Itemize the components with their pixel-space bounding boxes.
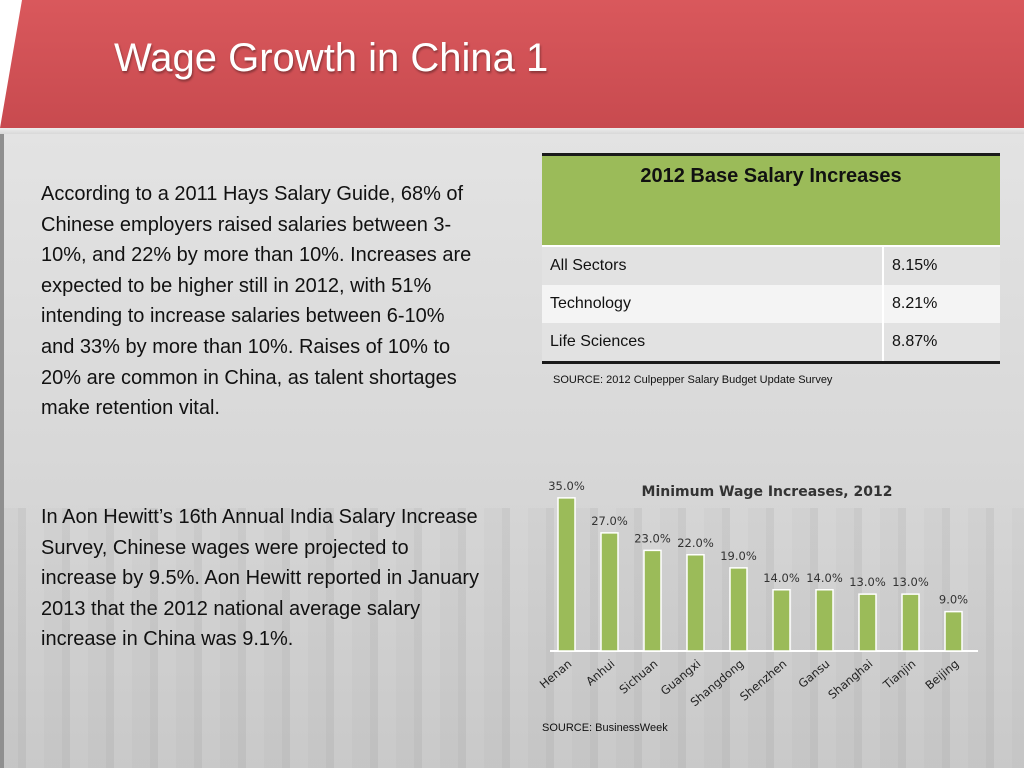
chart-bar-shanghai	[858, 593, 877, 652]
table-cell-sector: Technology	[542, 285, 883, 323]
chart-value-label: 9.0%	[939, 593, 968, 607]
slide-header: Wage Growth in China 1	[0, 0, 1024, 134]
table-cell-value: 8.87%	[882, 323, 1000, 364]
chart-value-label: 14.0%	[763, 571, 800, 585]
table-row: All Sectors 8.15%	[542, 246, 1000, 285]
table-cell-value: 8.15%	[882, 246, 1000, 285]
chart-category-label: Sichuan	[616, 657, 660, 697]
chart-category-label: Shenzhen	[737, 657, 789, 704]
chart-value-labels: 35.0% 27.0% 23.0% 22.0% 19.0% 14.0% 14.0% 13.0%…	[548, 479, 968, 607]
chart-category-labels: Henan AnhuiSichuanGuangxiShangdongShenzhe…	[537, 657, 962, 710]
chart-bar-beijing	[944, 610, 963, 652]
chart-value-label: 35.0%	[548, 479, 585, 493]
table-header: 2012 Base Salary Increases	[542, 153, 1000, 247]
chart-bar-shangdong	[729, 567, 748, 652]
left-border	[0, 134, 4, 768]
table-row: Life Sciences 8.87%	[542, 323, 1000, 364]
chart-bar-anhui	[600, 532, 619, 652]
chart-category-label: Beijing	[922, 657, 961, 693]
chart-bar-gansu	[815, 589, 834, 652]
chart-bar-tianjin	[901, 593, 920, 652]
chart-category-label: Tianjin	[880, 657, 919, 693]
chart-value-label: 19.0%	[720, 549, 757, 563]
table-cell-sector: Life Sciences	[542, 323, 883, 364]
header-band	[0, 0, 1024, 128]
header-divider	[0, 128, 1024, 134]
chart-title: Minimum Wage Increases, 2012	[642, 484, 893, 500]
body-paragraph-1: According to a 2011 Hays Salary Guide, 6…	[41, 183, 472, 420]
table-source-note: SOURCE: 2012 Culpepper Salary Budget Upd…	[553, 374, 833, 386]
salary-increase-table: 2012 Base Salary Increases All Sectors 8…	[542, 153, 1000, 364]
chart-category-label: Anhui	[583, 657, 617, 689]
chart-bar-guangxi	[686, 554, 705, 652]
chart-bar-henan	[557, 497, 576, 652]
chart-bar-shenzhen	[772, 589, 791, 652]
chart-value-label: 22.0%	[677, 536, 714, 550]
chart-source-note: SOURCE: BusinessWeek	[542, 722, 668, 734]
table-cell-sector: All Sectors	[542, 246, 883, 285]
chart-value-label: 14.0%	[806, 571, 843, 585]
chart-category-label: Henan	[537, 657, 575, 692]
chart-category-label: Shanghai	[825, 657, 875, 702]
chart-value-label: 27.0%	[591, 514, 628, 528]
chart-category-label: Gansu	[795, 657, 832, 691]
chart-bars	[557, 497, 963, 652]
chart-value-label: 13.0%	[849, 575, 886, 589]
table-row: Technology 8.21%	[542, 285, 1000, 323]
minimum-wage-bar-chart: Minimum Wage Increases, 2012 35.0% 27.0% 2…	[537, 479, 978, 710]
slide-title: Wage Growth in China 1	[114, 36, 549, 80]
chart-value-label: 23.0%	[634, 531, 671, 545]
chart-value-label: 13.0%	[892, 575, 929, 589]
table-cell-value: 8.21%	[882, 285, 1000, 323]
chart-bar-sichuan	[643, 549, 662, 652]
body-paragraph-2: In Aon Hewitt’s 16th Annual India Salary…	[41, 506, 480, 651]
